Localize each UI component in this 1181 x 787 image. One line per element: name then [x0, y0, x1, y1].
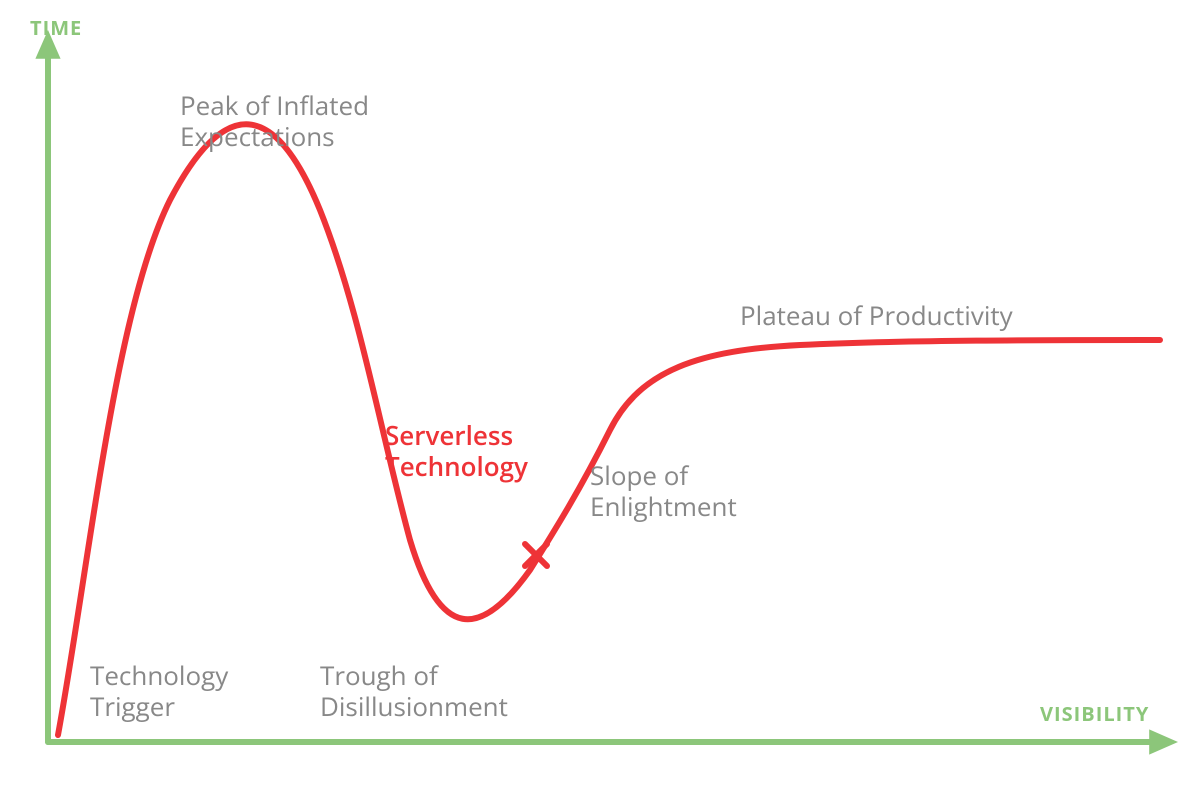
x-axis-label: VISIBILITY — [1040, 700, 1149, 727]
marker-label-line2: Technology — [385, 448, 528, 484]
hype-cycle-chart: TIME VISIBILITY TechnologyTriggerPeak of… — [0, 0, 1181, 787]
phase-label-peak: Peak of InflatedExpectations — [180, 90, 369, 152]
phase-label-line: Plateau of Productivity — [740, 297, 1013, 333]
marker-label: Serverless Technology — [385, 420, 528, 482]
phase-label-trough: Trough ofDisillusionment — [320, 660, 508, 722]
x-axis-arrow — [1149, 729, 1178, 754]
phase-label-slope: Slope ofEnlightment — [590, 460, 737, 522]
phase-label-line: Expectations — [180, 118, 335, 154]
y-axis-label: TIME — [30, 14, 82, 41]
phase-label-tech_trigger: TechnologyTrigger — [90, 660, 228, 722]
phase-label-line: Enlightment — [590, 488, 737, 524]
phase-label-line: Disillusionment — [320, 688, 508, 724]
hype-curve — [58, 124, 1160, 735]
phase-label-plateau: Plateau of Productivity — [740, 300, 1013, 331]
phase-label-line: Trigger — [90, 688, 175, 724]
